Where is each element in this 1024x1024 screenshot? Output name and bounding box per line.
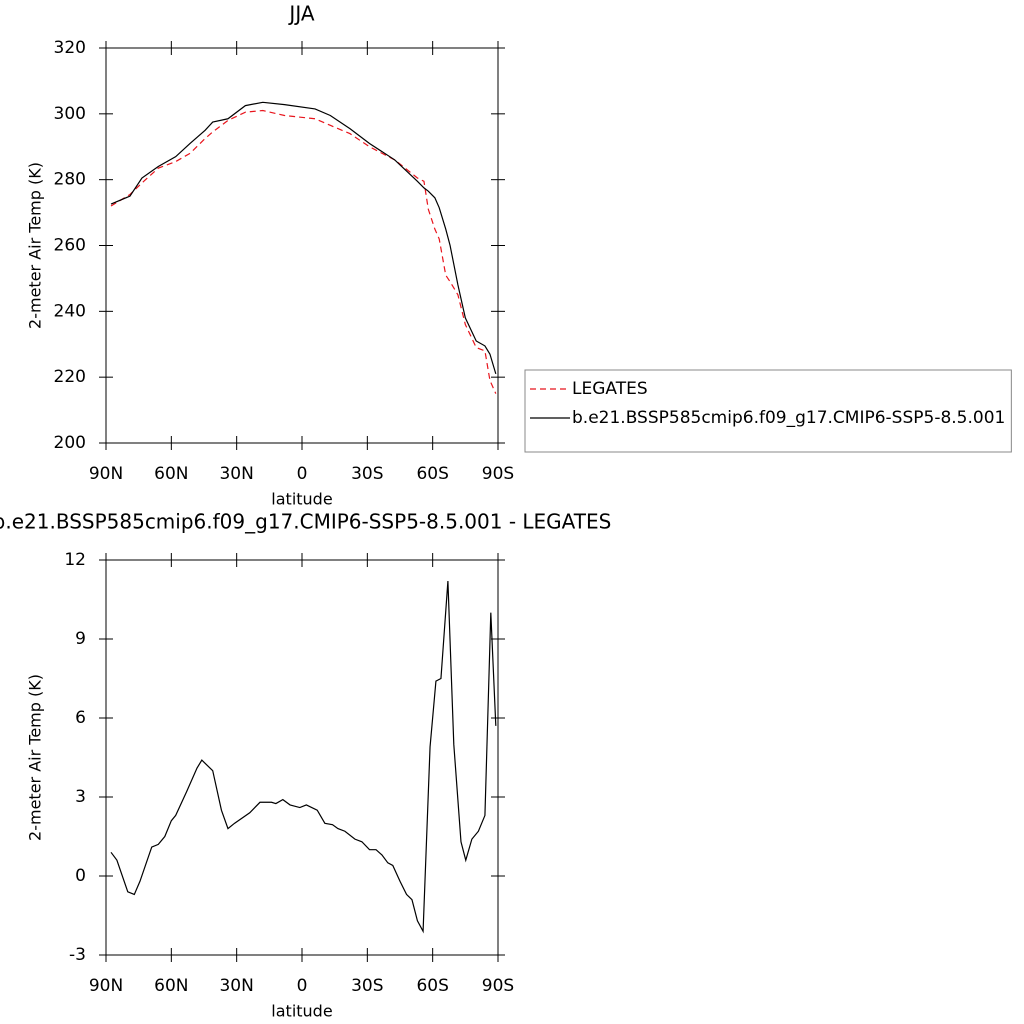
y-tick-label: 200 [54,433,86,453]
y-axis-label: 2-meter Air Temp (K) [26,162,45,329]
x-tick-label: 90N [89,976,123,996]
x-tick-label: 0 [297,464,308,484]
x-tick-label: 90S [482,464,514,484]
y-tick-label: 6 [75,708,86,728]
y-tick-label: 0 [75,866,86,886]
y-tick-label: 220 [54,367,86,387]
y-axis-label: 2-meter Air Temp (K) [26,674,45,841]
x-tick-label: 30N [219,976,253,996]
x-tick-label: 60N [154,976,188,996]
legend-frame [524,369,1012,453]
y-tick-label: 9 [75,629,86,649]
plot-frame [105,47,499,444]
plot-frame [105,559,499,956]
data-line [110,109,497,394]
x-axis-label: latitude [271,490,332,509]
x-axis-label: latitude [271,1002,332,1021]
data-line [110,101,497,375]
x-tick-label: 30N [219,464,253,484]
y-tick-label: 280 [54,170,86,190]
y-tick-label: 260 [54,236,86,256]
legend-label: LEGATES [572,379,648,399]
y-tick-label: -3 [69,945,86,965]
y-tick-label: 12 [64,550,86,570]
y-tick-label: 300 [54,104,86,124]
x-tick-label: 60S [416,976,448,996]
x-tick-label: 30S [351,464,383,484]
data-line [110,581,497,934]
x-tick-label: 90N [89,464,123,484]
y-tick-label: 3 [75,787,86,807]
y-tick-label: 320 [54,38,86,58]
x-tick-label: 90S [482,976,514,996]
x-tick-label: 60N [154,464,188,484]
legend-label: b.e21.BSSP585cmip6.f09_g17.CMIP6-SSP5-8.… [572,408,1005,428]
chart-title: b.e21.BSSP585cmip6.f09_g17.CMIP6-SSP5-8.… [0,510,611,534]
x-tick-label: 30S [351,976,383,996]
chart-title: JJA [287,2,314,26]
y-tick-label: 240 [54,301,86,321]
x-tick-label: 60S [416,464,448,484]
x-tick-label: 0 [297,976,308,996]
